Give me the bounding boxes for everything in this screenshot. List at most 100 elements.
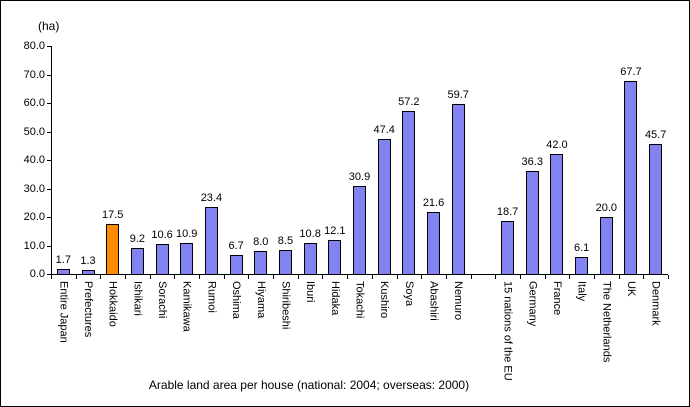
category-label: Oshima (230, 281, 243, 319)
bar (155, 243, 169, 274)
category-label: Italy (575, 281, 588, 302)
y-axis-tick (47, 46, 51, 47)
bar (130, 247, 144, 274)
x-axis-tick (668, 275, 669, 279)
category-label: France (550, 281, 563, 316)
bar (575, 256, 589, 274)
x-axis-tick (322, 275, 324, 279)
bar (328, 239, 342, 274)
bar (451, 103, 465, 274)
x-axis-tick (371, 275, 373, 279)
x-axis-tick (544, 275, 546, 279)
x-axis-tick (569, 275, 571, 279)
bar (254, 251, 268, 274)
category-label: Rumoi (205, 281, 218, 313)
category-label: Prefectures (82, 281, 95, 338)
x-axis-line (51, 274, 668, 275)
y-axis-tick (47, 131, 51, 133)
bar-value-label: 10.8 (299, 228, 321, 241)
category-label: Soya (402, 281, 415, 307)
bar-value-label: 8.0 (253, 236, 269, 249)
y-axis-tick (47, 217, 51, 218)
x-axis-tick (199, 275, 201, 279)
category-label: Nemuro (452, 281, 465, 321)
category-label: Kushiro (378, 281, 391, 319)
y-axis-unit-label: (ha) (38, 19, 60, 33)
bar (229, 254, 243, 274)
x-axis-tick (421, 275, 423, 279)
y-axis-tick (47, 103, 51, 104)
bar (56, 269, 70, 274)
bar (204, 207, 218, 274)
bar-value-label: 18.7 (496, 205, 519, 218)
category-label: Iburi (304, 281, 317, 303)
category-label: Shiribeshi (279, 281, 292, 330)
bar (501, 220, 515, 274)
bar-value-label: 45.7 (644, 128, 667, 141)
bar (649, 143, 663, 274)
y-axis-tick (47, 245, 51, 247)
x-axis-tick (174, 275, 176, 279)
bar-value-label: 47.4 (373, 123, 395, 136)
bar (81, 270, 95, 274)
x-axis-tick (75, 275, 77, 279)
bar (599, 217, 613, 274)
y-axis-line (51, 46, 52, 275)
x-axis-tick (125, 275, 127, 279)
x-axis-tick (643, 275, 645, 279)
bar (427, 212, 441, 274)
y-tick-label: 50.0 (23, 125, 45, 138)
bar-value-label: 1.7 (55, 254, 71, 267)
bar (180, 242, 194, 274)
bar (550, 154, 564, 274)
category-label: The Netherlands (600, 281, 613, 363)
bar-value-label: 6.1 (573, 241, 590, 254)
bar-value-label: 42.0 (546, 139, 568, 152)
x-axis-tick (618, 275, 620, 279)
category-label: Abashiri (427, 281, 440, 321)
chart-title: Arable land area per house (national: 20… (148, 378, 470, 392)
bar (402, 110, 416, 274)
bar-value-label: 10.9 (176, 227, 198, 240)
category-label: Denmark (649, 281, 662, 326)
x-axis-tick (445, 275, 447, 279)
category-label: Hidaka (328, 281, 341, 316)
category-label: Germany (526, 281, 539, 327)
bar-value-label: 9.2 (129, 232, 146, 245)
y-tick-label: 10.0 (23, 239, 45, 252)
bar-value-label: 57.2 (398, 95, 420, 108)
category-label: Tokachi (353, 281, 366, 319)
y-tick-label: 40.0 (23, 154, 45, 166)
y-axis-tick (47, 74, 51, 76)
x-axis-tick (470, 275, 472, 279)
bar-value-label: 20.0 (595, 202, 617, 214)
bar-value-label: 30.9 (348, 170, 371, 183)
y-tick-label: 80.0 (23, 40, 45, 52)
x-axis-tick (100, 275, 102, 279)
x-axis-tick (223, 275, 225, 279)
bar (303, 243, 317, 274)
y-tick-label: 0.0 (29, 268, 45, 280)
category-label: Kamikawa (180, 281, 193, 332)
y-axis-tick (47, 188, 51, 190)
x-axis-tick (593, 275, 595, 279)
bar-value-label: 36.3 (521, 155, 543, 168)
bar (353, 185, 366, 274)
y-tick-label: 30.0 (23, 182, 45, 195)
bar (525, 170, 539, 274)
y-tick-label: 60.0 (23, 97, 45, 109)
bar-value-label: 17.5 (101, 209, 124, 222)
x-axis-tick (519, 275, 521, 279)
bar-highlight (106, 224, 120, 274)
x-axis-tick (149, 275, 151, 279)
y-axis-tick (47, 160, 51, 161)
bar-value-label: 67.7 (620, 66, 642, 79)
bar (624, 81, 638, 274)
category-label: Entire Japan (57, 281, 70, 343)
bar-value-label: 59.7 (447, 88, 469, 101)
bar-value-label: 6.7 (228, 239, 244, 252)
bar-value-label: 8.5 (277, 234, 294, 247)
x-axis-tick (297, 275, 299, 279)
bar-value-label: 21.6 (422, 197, 445, 210)
category-label: Ishikari (131, 281, 144, 316)
